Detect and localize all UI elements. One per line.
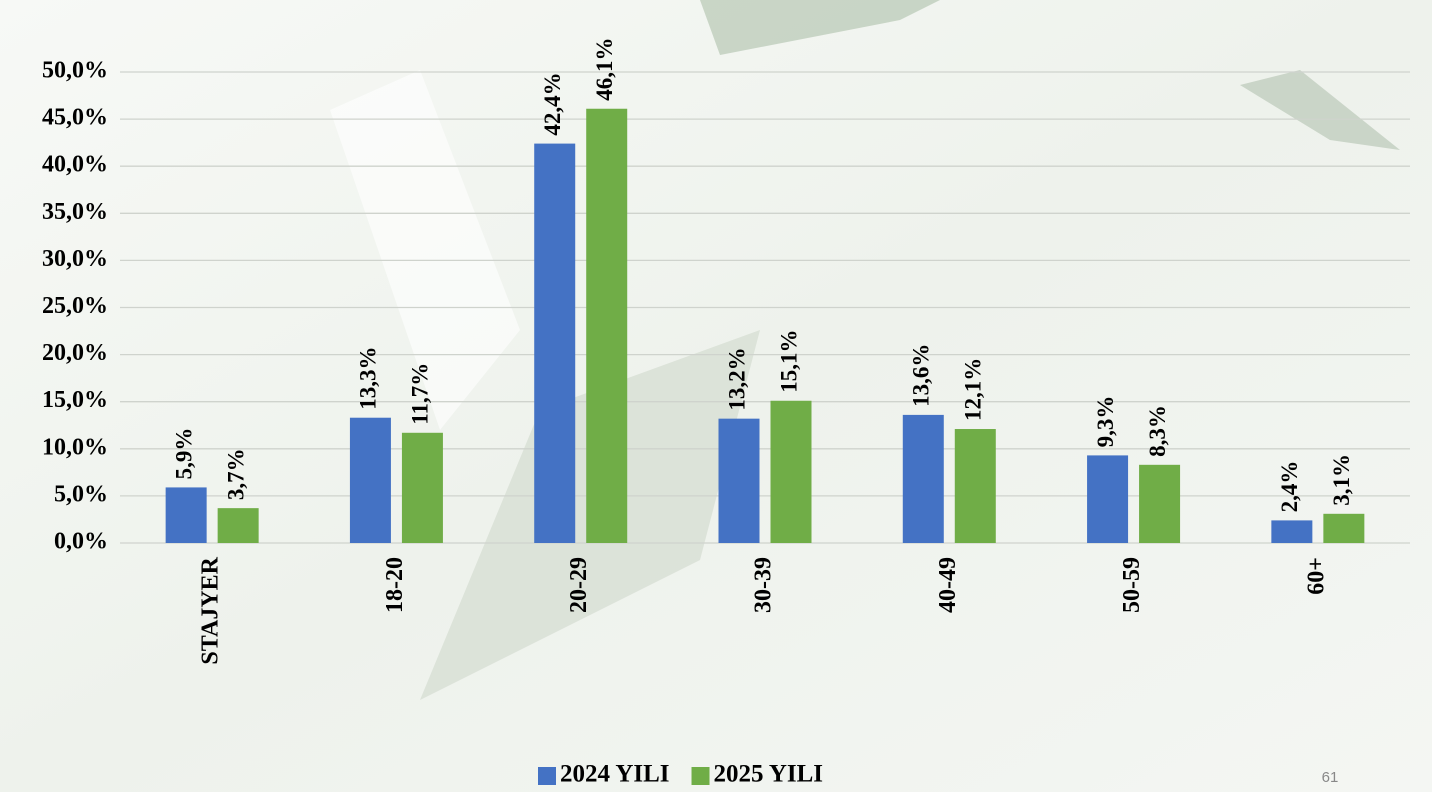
value-label: 46,1% <box>592 37 617 100</box>
y-tick-label: 40,0% <box>42 152 108 178</box>
legend-swatch <box>538 767 556 785</box>
value-label: 8,3% <box>1145 405 1170 457</box>
value-label: 2,4% <box>1277 461 1302 513</box>
value-label: 11,7% <box>408 363 433 425</box>
page: 0,0% 5,0% 10,0% 15,0% 20,0% 25,0% 30,0% 35,0% 40… <box>0 0 1432 792</box>
y-tick-label: 30,0% <box>42 246 108 272</box>
x-tick-label: STAJYER <box>198 556 224 664</box>
bar <box>402 433 443 543</box>
value-label: 9,3% <box>1093 396 1118 448</box>
value-label: 13,3% <box>356 346 381 409</box>
bar <box>955 429 996 543</box>
value-label: 5,9% <box>171 428 196 480</box>
x-tick-label: 30-39 <box>751 557 777 613</box>
page-number: 61 <box>1322 769 1339 786</box>
y-tick-label: 10,0% <box>42 434 108 460</box>
y-tick-label: 25,0% <box>42 293 108 319</box>
value-label: 13,2% <box>724 347 749 410</box>
y-tick-label: 50,0% <box>42 58 108 84</box>
y-tick-label: 5,0% <box>54 481 108 507</box>
bar <box>1271 520 1312 543</box>
bar <box>166 487 207 543</box>
bar <box>1139 465 1180 543</box>
bar <box>218 508 259 543</box>
bar <box>903 415 944 543</box>
bar <box>350 418 391 543</box>
y-tick-label: 0,0% <box>54 529 108 555</box>
bar <box>534 144 575 543</box>
value-label: 3,7% <box>223 448 248 500</box>
x-tick-label: 50-59 <box>1119 557 1145 613</box>
value-label: 15,1% <box>776 330 801 393</box>
bar <box>719 419 760 543</box>
value-label: 12,1% <box>961 358 986 421</box>
x-tick-label: 40-49 <box>935 557 961 613</box>
legend-label: 2025 YILI <box>714 761 824 788</box>
value-label: 3,1% <box>1329 454 1354 506</box>
bar <box>586 109 627 543</box>
y-tick-label: 15,0% <box>42 387 108 413</box>
chart: 0,0% 5,0% 10,0% 15,0% 20,0% 25,0% 30,0% 35,0% 40… <box>0 0 1432 792</box>
value-label: 13,6% <box>909 344 934 407</box>
bar <box>771 401 812 543</box>
legend-swatch <box>692 767 710 785</box>
y-tick-label: 35,0% <box>42 199 108 225</box>
x-tick-label: 20-29 <box>566 557 592 613</box>
y-tick-label: 45,0% <box>42 105 108 131</box>
value-label: 42,4% <box>540 72 565 135</box>
y-tick-label: 20,0% <box>42 340 108 366</box>
legend-label: 2024 YILI <box>560 761 670 788</box>
bar <box>1087 455 1128 543</box>
x-tick-label: 18-20 <box>382 557 408 613</box>
x-tick-label: 60+ <box>1303 557 1329 595</box>
bar <box>1323 514 1364 543</box>
